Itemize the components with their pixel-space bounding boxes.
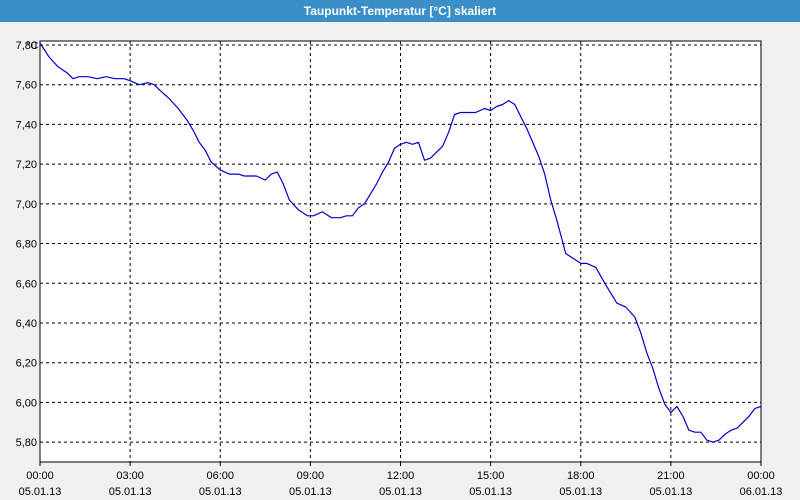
x-tick-date-label: 05.01.13 xyxy=(109,486,152,498)
x-tick-time-label: 21:00 xyxy=(657,470,685,482)
chart-area: 7,80 7,60 7,40 7,20 7,00 6,80 6,60 6,40 6,20 6,00… xyxy=(0,22,800,500)
x-tick-time-label: 03:00 xyxy=(116,470,144,482)
x-tick-time-label: 15:00 xyxy=(477,470,505,482)
x-tick-time-label: 12:00 xyxy=(387,470,415,482)
x-tick-date-label: 05.01.13 xyxy=(289,486,332,498)
chart-title: Taupunkt-Temperatur [°C] skaliert xyxy=(0,0,800,22)
y-tick-label: 6,40 xyxy=(16,318,37,330)
y-tick-label: 6,20 xyxy=(16,358,37,370)
y-tick-label: 7,40 xyxy=(16,119,37,131)
x-tick-date-label: 05.01.13 xyxy=(559,486,602,498)
x-tick-time-label: 06:00 xyxy=(206,470,234,482)
x-tick-time-label: 18:00 xyxy=(567,470,595,482)
y-tick-label: 7,00 xyxy=(16,199,37,211)
y-tick-label: 7,80 xyxy=(16,40,37,52)
x-tick-date-label: 05.01.13 xyxy=(379,486,422,498)
y-tick-label: 6,00 xyxy=(16,397,37,409)
y-tick-label: 6,60 xyxy=(16,278,37,290)
x-tick-time-label: 09:00 xyxy=(297,470,325,482)
x-tick-time-label: 00:00 xyxy=(26,470,54,482)
x-tick-date-label: 05.01.13 xyxy=(199,486,242,498)
x-tick-date-label: 05.01.13 xyxy=(469,486,512,498)
series-line xyxy=(39,42,762,443)
y-tick-label: 7,60 xyxy=(16,80,37,92)
y-axis-unit-label: °C xyxy=(26,40,38,52)
y-tick-label: 6,80 xyxy=(16,239,37,251)
x-tick-time-label: 00:00 xyxy=(747,470,775,482)
x-tick-date-label: 06.01.13 xyxy=(740,486,783,498)
line-chart: 7,80 7,60 7,40 7,20 7,00 6,80 6,60 6,40 6,20 6,00… xyxy=(16,40,783,498)
plot-border xyxy=(39,40,762,463)
y-tick-label: 7,20 xyxy=(16,159,37,171)
y-tick-label: 5,80 xyxy=(16,437,37,449)
x-tick-date-label: 05.01.13 xyxy=(649,486,692,498)
x-tick-date-label: 05.01.13 xyxy=(19,486,62,498)
